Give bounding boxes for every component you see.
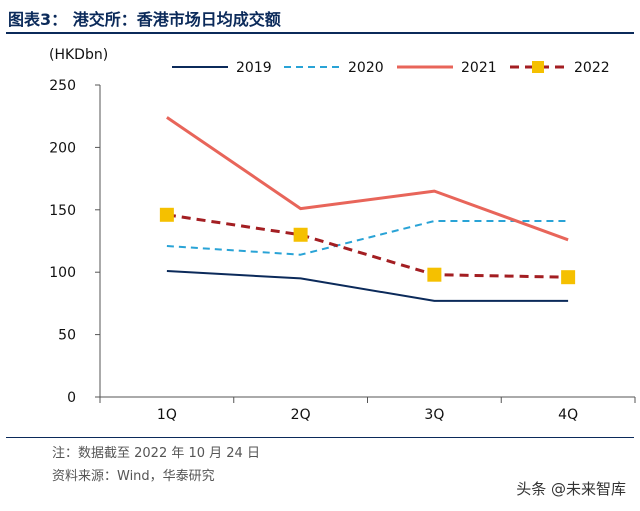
- y-tick-label-0: 0: [67, 390, 76, 406]
- watermark: 头条 @未来智库: [516, 480, 626, 498]
- x-tick-label-4Q: 4Q: [558, 407, 578, 423]
- x-tick-label-3Q: 3Q: [424, 407, 444, 423]
- legend-label-2019: 2019: [236, 60, 272, 76]
- data-source: 资料来源：Wind，华泰研究: [52, 469, 215, 484]
- y-tick-label-100: 100: [49, 265, 76, 281]
- marker-2022-2Q: [293, 227, 308, 242]
- footer-rule: [6, 437, 634, 438]
- y-tick-label-200: 200: [49, 140, 76, 156]
- data-note: 注：数据截至 2022 年 10 月 24 日: [52, 446, 260, 461]
- legend-label-2020: 2020: [348, 60, 384, 76]
- marker-2022-1Q: [159, 207, 174, 222]
- y-unit-label: (HKDbn): [49, 47, 108, 63]
- title-rule: [6, 32, 634, 34]
- line-chart: (HKDbn) 0 50 100 150 200 250 1Q 2Q 3Q 4Q 2019 2020 20…: [49, 47, 636, 423]
- figure-title: 图表3： 港交所：香港市场日均成交额: [8, 10, 281, 29]
- y-tick-label-150: 150: [49, 203, 76, 219]
- legend-marker-2022: [532, 61, 544, 73]
- y-tick-label-50: 50: [58, 328, 76, 344]
- x-tick-label-1Q: 1Q: [157, 407, 177, 423]
- marker-2022-4Q: [561, 270, 576, 285]
- y-tick-label-250: 250: [49, 78, 76, 94]
- marker-2022-3Q: [427, 267, 442, 282]
- legend-label-2022: 2022: [574, 60, 610, 76]
- series-line-2019: [166, 270, 569, 302]
- legend-label-2021: 2021: [461, 60, 497, 76]
- series-line-2022: [166, 213, 569, 279]
- series-line-2020: [166, 220, 569, 256]
- series-line-2021: [166, 116, 569, 242]
- x-tick-label-2Q: 2Q: [291, 407, 311, 423]
